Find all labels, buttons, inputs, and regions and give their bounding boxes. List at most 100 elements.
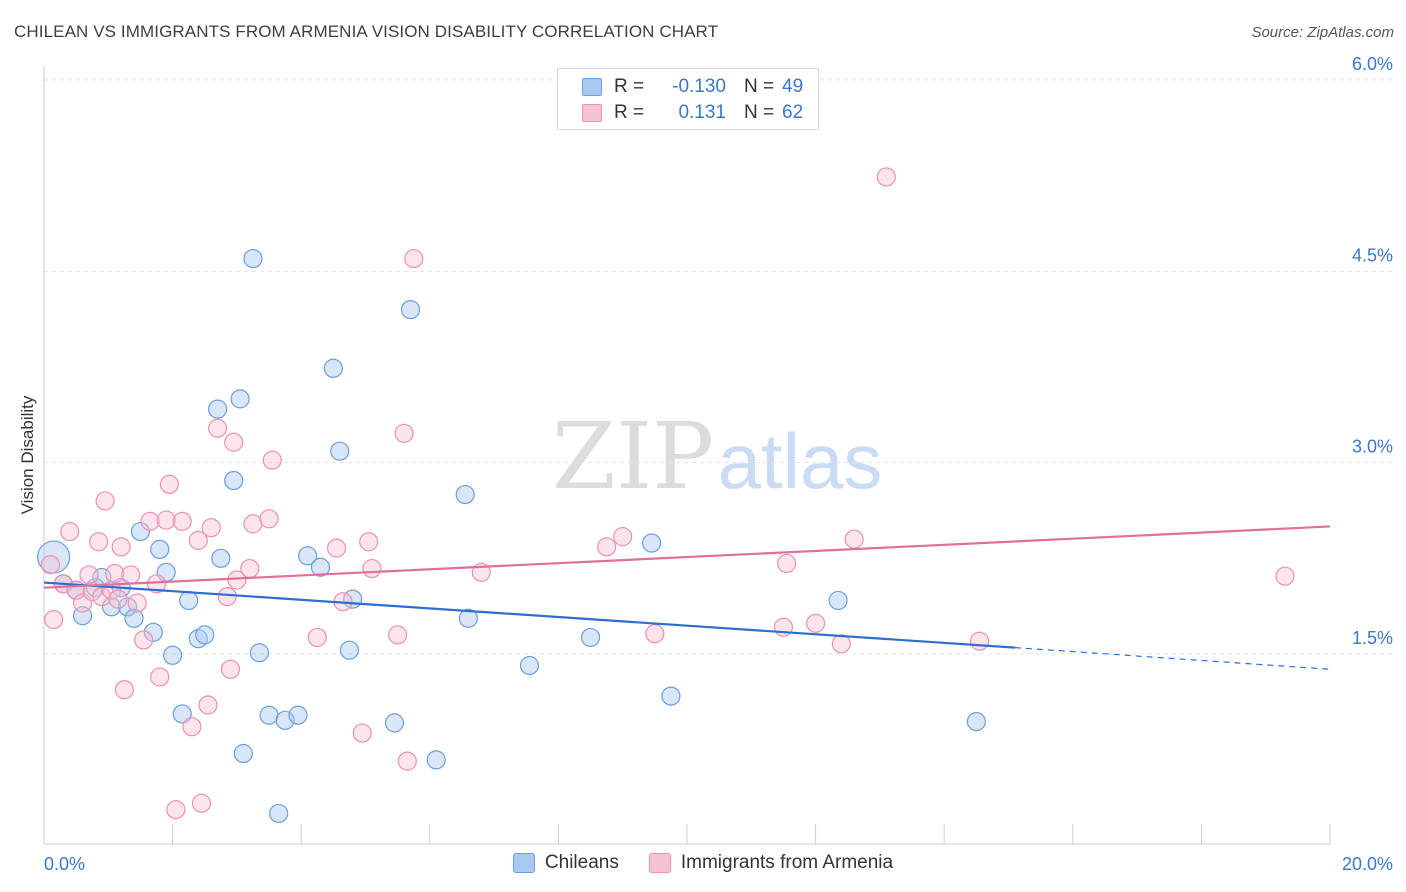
point-chileans	[330, 441, 350, 461]
point-armenia	[156, 510, 176, 530]
x-tick-label: 20.0%	[1342, 854, 1393, 874]
point-armenia	[127, 593, 147, 613]
point-chileans	[458, 608, 478, 628]
point-armenia	[134, 630, 154, 650]
point-chileans	[642, 533, 662, 553]
point-chileans	[243, 248, 263, 269]
point-armenia	[108, 589, 128, 609]
r-value: 0.131	[678, 102, 726, 123]
legend-item-chileans: Chileans	[512, 852, 619, 874]
point-chileans	[179, 590, 199, 611]
point-armenia	[44, 609, 64, 630]
point-chileans	[224, 470, 244, 491]
point-chileans	[130, 521, 151, 542]
point-armenia	[388, 625, 408, 645]
point-chileans	[249, 643, 270, 663]
point-chileans	[426, 750, 446, 770]
point-armenia	[188, 530, 208, 551]
point-armenia	[259, 509, 279, 529]
point-chileans	[384, 713, 405, 733]
n-value: 49	[782, 76, 804, 97]
point-armenia	[326, 538, 347, 558]
point-chileans	[101, 597, 122, 617]
point-armenia	[352, 723, 372, 743]
point-armenia	[111, 537, 131, 557]
stats-legend-row-armenia: R = 0.131 N = 62	[582, 100, 803, 126]
point-chileans	[172, 704, 192, 724]
point-chileans	[288, 705, 308, 725]
point-chileans	[339, 640, 360, 660]
legend-label-chileans: Chileans	[544, 852, 619, 873]
point-armenia	[645, 623, 665, 644]
point-armenia	[92, 586, 112, 607]
watermark-atlas: atlas	[718, 417, 883, 505]
point-chileans	[117, 597, 138, 617]
point-chileans	[298, 546, 318, 566]
point-armenia	[159, 474, 179, 494]
y-tick-label: 1.5%	[1352, 628, 1393, 648]
point-armenia	[150, 667, 170, 687]
point-armenia	[844, 529, 864, 549]
point-armenia	[95, 491, 115, 511]
point-chileans	[230, 389, 250, 409]
point-armenia	[597, 537, 617, 557]
trendline-chileans-extension	[1014, 647, 1331, 670]
legend-label-armenia: Immigrants from Armenia	[680, 852, 894, 873]
point-armenia	[397, 751, 417, 771]
point-armenia	[220, 659, 241, 679]
y-tick-label: 6.0%	[1352, 54, 1393, 74]
source-label: Source: ZipAtlas.com	[1251, 24, 1394, 41]
point-armenia	[240, 558, 260, 579]
point-armenia	[777, 553, 797, 574]
point-chileans	[163, 645, 183, 665]
point-armenia	[217, 586, 237, 607]
point-armenia	[362, 558, 382, 579]
point-armenia	[172, 511, 192, 531]
point-armenia	[262, 450, 282, 470]
point-chileans	[310, 557, 331, 577]
point-armenia	[105, 564, 125, 584]
chart-title: CHILEAN VS IMMIGRANTS FROM ARMENIA VISIO…	[14, 22, 719, 41]
point-armenia	[198, 695, 218, 715]
point-armenia	[166, 800, 186, 820]
point-armenia	[191, 793, 212, 813]
point-chileans	[233, 743, 253, 764]
trendline-chileans	[43, 581, 1016, 649]
point-chileans	[323, 358, 343, 378]
point-chileans	[208, 399, 228, 419]
chileans-legend-swatch	[512, 853, 535, 873]
point-armenia	[224, 432, 244, 452]
point-chileans	[124, 608, 144, 628]
point-chileans	[661, 686, 681, 706]
point-chileans	[269, 803, 289, 824]
series-legend: Chileans Immigrants from Armenia	[0, 852, 1406, 874]
x-tick-label: 0.0%	[44, 854, 85, 874]
point-armenia	[201, 518, 221, 538]
point-armenia	[613, 527, 633, 547]
point-chileans	[143, 622, 163, 642]
trendline-armenia	[43, 525, 1331, 589]
point-armenia	[182, 717, 202, 737]
stats-legend-row-chileans: R = -0.130 N = 49	[582, 74, 803, 100]
point-armenia	[79, 565, 99, 585]
chileans-swatch	[582, 78, 602, 96]
point-armenia	[227, 570, 247, 590]
point-chileans	[259, 705, 279, 725]
point-chileans	[275, 710, 295, 730]
armenia-legend-swatch	[648, 853, 671, 873]
r-label: R =	[614, 102, 645, 123]
point-armenia	[140, 511, 160, 531]
stats-legend: R = -0.130 N = 49 R = 0.131 N = 62	[557, 68, 819, 130]
y-tick-label: 4.5%	[1352, 245, 1393, 265]
point-armenia	[208, 418, 228, 438]
point-armenia	[404, 248, 424, 269]
point-armenia	[831, 634, 851, 654]
point-armenia	[146, 574, 167, 594]
point-armenia	[805, 613, 826, 633]
watermark-zip: ZIP	[552, 403, 714, 510]
legend-item-armenia: Immigrants from Armenia	[648, 852, 894, 874]
point-armenia	[969, 631, 990, 651]
point-chileans	[519, 655, 540, 676]
point-chileans	[455, 484, 475, 505]
